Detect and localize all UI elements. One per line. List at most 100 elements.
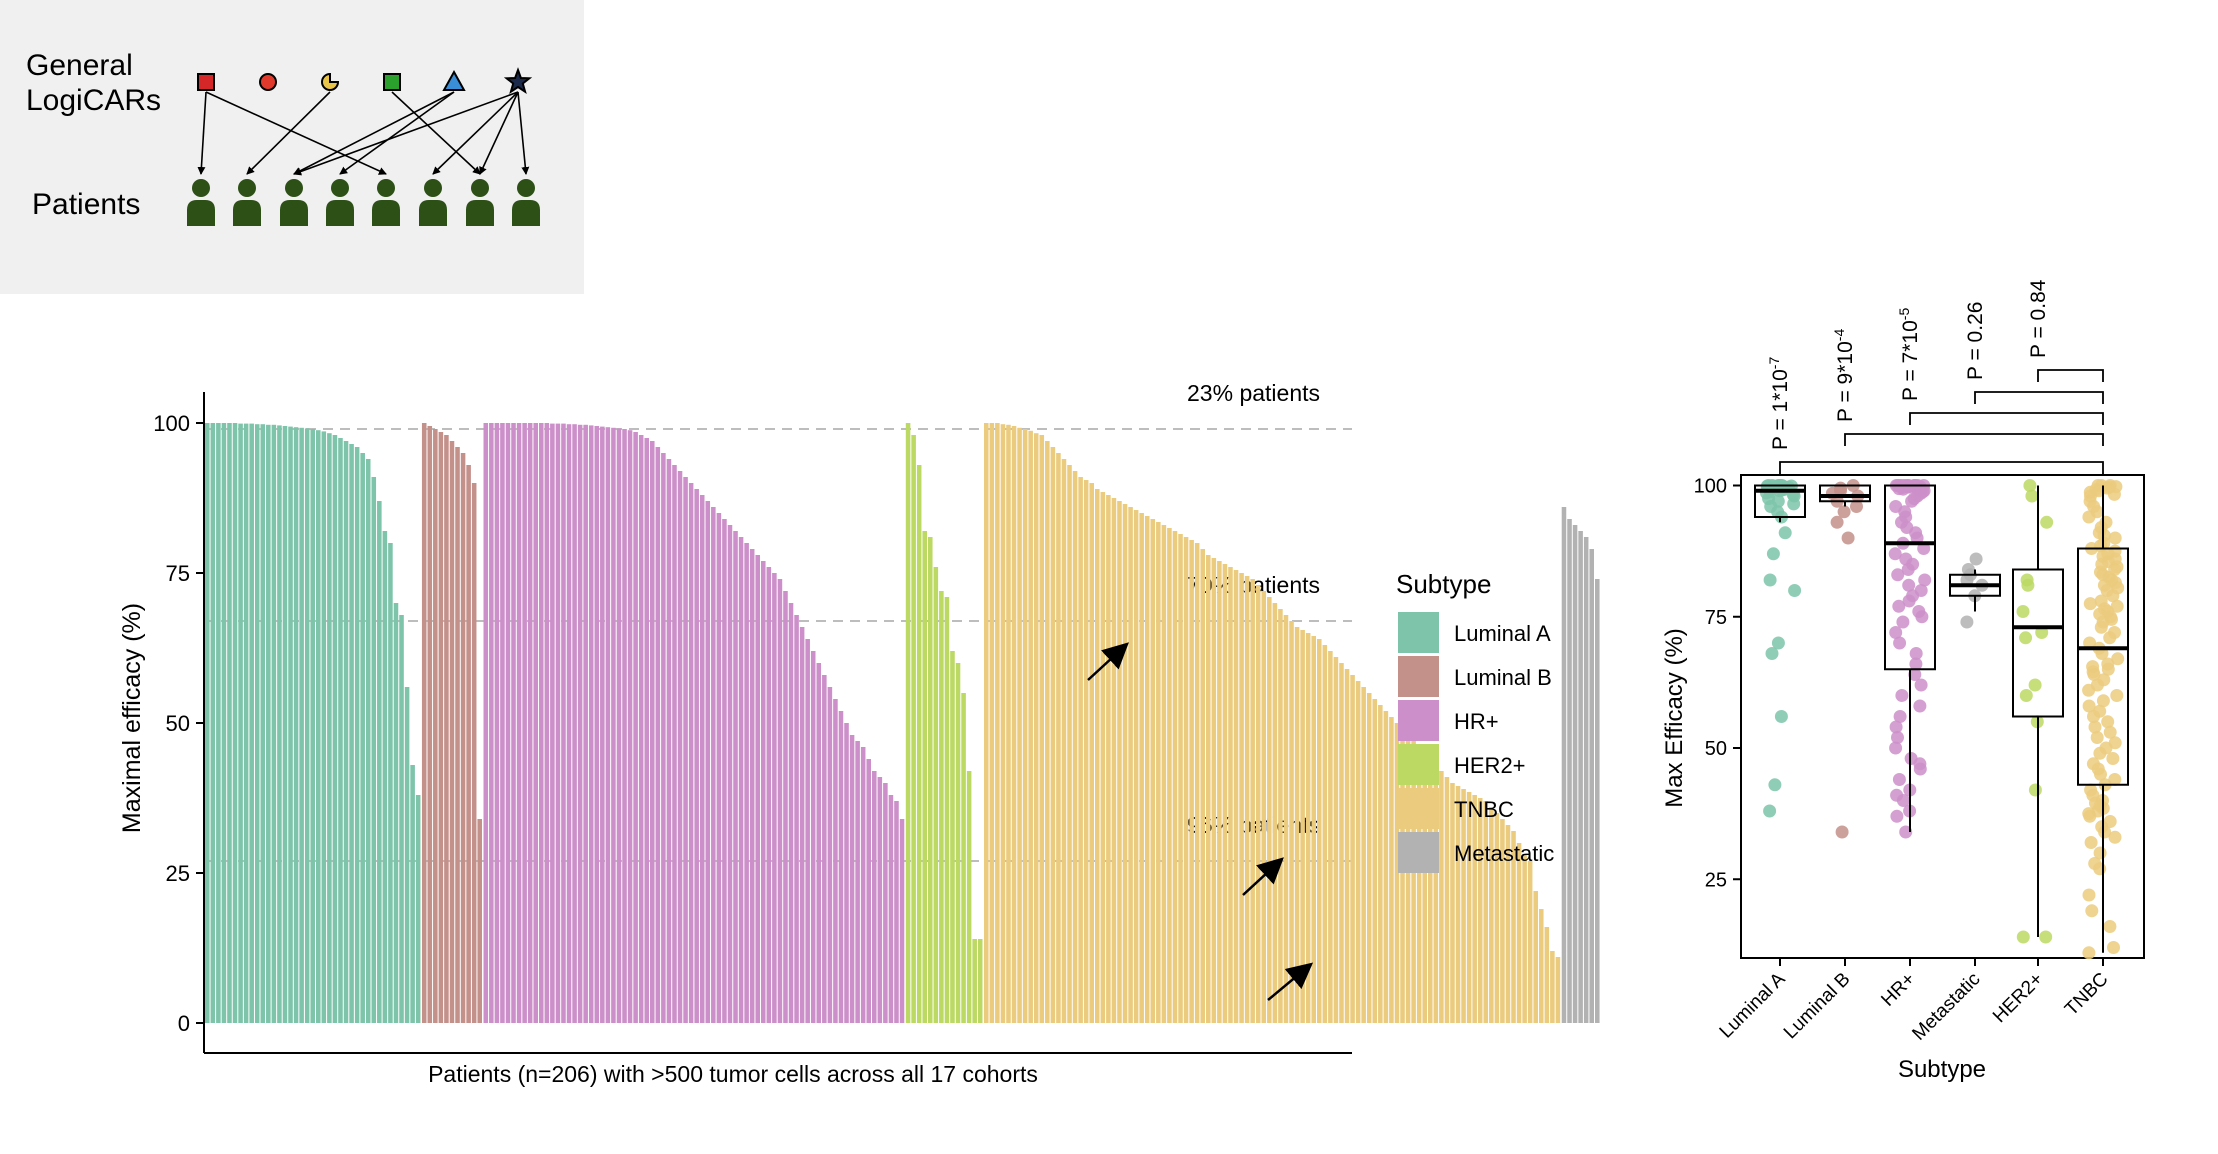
bar-tnbc [1211, 558, 1217, 1023]
bar-luminal-a [327, 433, 332, 1023]
bar-luminal-a [254, 424, 260, 1023]
square-icon [383, 73, 401, 91]
box-boxes [1754, 484, 2129, 953]
bar-tnbc [1328, 651, 1333, 1023]
bar-her2- [955, 663, 961, 1023]
bar-tnbc [1017, 427, 1022, 1023]
bar-hr- [788, 603, 794, 1023]
bar-luminal-a [293, 427, 299, 1023]
box-point [2098, 825, 2112, 839]
highlight-arrow [1242, 857, 1284, 896]
bar-luminal-a [205, 423, 210, 1023]
box-jitter-points [1760, 479, 2125, 960]
bar-hr- [550, 423, 555, 1024]
bar-luminal-b [449, 441, 455, 1023]
box-point [2025, 489, 2039, 503]
inset-link-arrow [432, 91, 519, 175]
bar-tnbc [1461, 789, 1466, 1023]
bar-tnbc [1522, 855, 1527, 1023]
bar-tnbc [1078, 477, 1083, 1023]
box-point [2021, 578, 2035, 592]
box-point [1889, 741, 1903, 755]
bar-tnbc [1539, 909, 1544, 1023]
bar-tnbc [1039, 435, 1045, 1023]
bar-tnbc [1122, 504, 1128, 1023]
bar-hr- [749, 549, 755, 1023]
bar-tnbc [1150, 519, 1156, 1023]
bar-tnbc [1294, 627, 1300, 1023]
bar-tnbc [1095, 489, 1100, 1023]
legend-swatch [1398, 612, 1439, 653]
box-point [2088, 720, 2102, 734]
bar-tnbc [1516, 843, 1522, 1023]
bar-tnbc [1117, 501, 1122, 1023]
box-point [1830, 515, 1844, 529]
box-point [2023, 479, 2037, 492]
bar-hr- [744, 543, 749, 1023]
box-point [2087, 668, 2101, 681]
bar-luminal-b [477, 819, 482, 1023]
box-point [2090, 731, 2104, 744]
box-y-axis-label: Max Efficacy (%) [1661, 628, 1688, 808]
bar-luminal-a [277, 425, 282, 1023]
box-point [1909, 647, 1923, 660]
bar-hr- [816, 663, 822, 1023]
inset-label-patients: Patients [32, 188, 140, 221]
bar-chart: 23% patients70% patients96% patients 025… [118, 380, 1600, 1087]
box-point [2107, 487, 2121, 501]
significance-brackets: P = 1*10-7 P = 9*10-4 P = 7*10-5 P = 0.26 P … [1766, 279, 2104, 474]
inset-link-arrow [246, 91, 331, 175]
bar-luminal-a [310, 429, 315, 1023]
legend: Subtype Luminal A Luminal B HR+ HER2+ TNBC Me… [1396, 569, 1554, 873]
box-point [1891, 731, 1904, 744]
box-point [2108, 531, 2122, 545]
bar-tnbc [1344, 669, 1350, 1023]
bar-luminal-a [210, 423, 216, 1023]
box-point [2028, 678, 2042, 692]
bar-luminal-a [399, 615, 404, 1023]
box-point [1918, 573, 1932, 587]
bar-tnbc [1389, 717, 1394, 1023]
bar-tnbc [1500, 819, 1505, 1023]
box-point [1771, 636, 1785, 650]
bar-luminal-b [438, 432, 444, 1023]
box-point [1763, 573, 1777, 587]
bar-hr- [688, 483, 694, 1023]
bar-tnbc [1550, 951, 1555, 1023]
legend-entries: Luminal A Luminal B HR+ HER2+ TNBC Metastatic [1398, 612, 1554, 873]
bar-hr- [577, 424, 583, 1023]
bar-tnbc [1428, 759, 1433, 1023]
box-x-tick-label: HR+ [1877, 969, 1919, 1011]
bar-tnbc [1100, 492, 1106, 1023]
box-point [1768, 778, 1782, 792]
box-point [1909, 657, 1923, 671]
box-point [2016, 930, 2030, 944]
bar-luminal-a [404, 687, 410, 1023]
bar-y-tick-label: 0 [178, 1011, 190, 1036]
bar-tnbc [1511, 831, 1516, 1023]
bar-tnbc [1045, 441, 1050, 1023]
bar-tnbc [1439, 771, 1444, 1023]
bar-luminal-a [321, 431, 327, 1023]
box-tnbc [2077, 485, 2129, 953]
box-point [2110, 689, 2124, 702]
bar-hr- [877, 777, 883, 1023]
bar-tnbc [1067, 465, 1072, 1023]
bar-tnbc [1339, 663, 1344, 1023]
bar-her2- [966, 771, 972, 1023]
box-x-tick-label: Metastatic [1908, 969, 1984, 1045]
bar-hr- [661, 453, 666, 1023]
p-value-label: P = 0.84 [2027, 279, 2050, 358]
bar-tnbc [1183, 537, 1189, 1023]
box-point [1893, 710, 1907, 723]
box-point [1763, 804, 1777, 818]
highlight-arrow [1267, 962, 1314, 1001]
bar-hr- [566, 424, 572, 1023]
bar-tnbc [1372, 699, 1378, 1023]
bar-tnbc [1533, 891, 1538, 1023]
inset-background [0, 0, 584, 294]
box-point [2084, 836, 2098, 849]
box-point [2094, 767, 2107, 781]
bar-hr- [733, 531, 738, 1023]
pie-icon [321, 72, 340, 91]
